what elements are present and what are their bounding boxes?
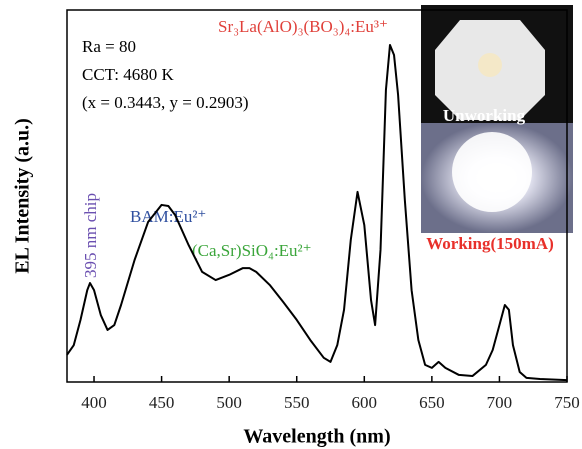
x-tick-label: 750 bbox=[554, 393, 580, 412]
spectrum-line bbox=[66, 43, 568, 382]
x-tick-label: 700 bbox=[487, 393, 513, 412]
annotation: Sr₃La(AlO)₃(BO₃)₄:Eu³⁺ bbox=[218, 17, 388, 36]
annotation: (Ca,Sr)SiO₄:Eu²⁺ bbox=[192, 241, 312, 260]
plot-frame bbox=[66, 9, 568, 383]
annotation: 395 nm chip bbox=[81, 193, 100, 278]
inset-label: Unworking bbox=[443, 106, 526, 125]
x-tick-label: 600 bbox=[352, 393, 378, 412]
annotation: CCT: 4680 K bbox=[82, 65, 174, 84]
x-tick-label: 500 bbox=[216, 393, 242, 412]
y-axis-label: EL Intensity (a.u.) bbox=[12, 118, 34, 274]
inset-label: Working(150mA) bbox=[426, 234, 554, 253]
x-tick-label: 550 bbox=[284, 393, 310, 412]
x-tick-label: 650 bbox=[419, 393, 445, 412]
x-tick-label: 450 bbox=[149, 393, 175, 412]
annotation: Ra = 80 bbox=[82, 37, 136, 56]
x-tick-label: 400 bbox=[81, 393, 107, 412]
annotation: (x = 0.3443, y = 0.2903) bbox=[82, 93, 249, 112]
annotation: BAM:Eu²⁺ bbox=[130, 207, 206, 226]
inset-photo bbox=[421, 5, 573, 233]
x-axis-label: Wavelength (nm) bbox=[243, 426, 390, 448]
